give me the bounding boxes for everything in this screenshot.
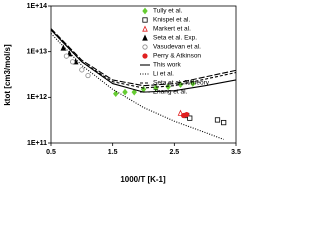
legend-marker (142, 34, 148, 41)
legend-label: Zhang et al. (153, 89, 188, 96)
data-point (214, 117, 221, 123)
legend-marker (142, 25, 148, 32)
legend-label: Vasudevan et al. (153, 44, 201, 51)
series-line (50, 33, 224, 140)
legend-label: Li et al. (153, 71, 174, 78)
data-point (113, 90, 119, 98)
y-tick-label: 1E+14 (27, 3, 48, 10)
plot-frame (50, 5, 237, 144)
x-tick-label: 2.5 (169, 149, 179, 156)
x-tick-label: 1.5 (108, 149, 118, 156)
legend-label: Markert et al. (153, 26, 191, 33)
legend-label: Tully et al. (153, 8, 183, 15)
data-point (184, 111, 190, 118)
series-line (50, 28, 237, 87)
legend-marker (142, 17, 148, 23)
data-point (187, 115, 193, 121)
legend-label: Seta et al. Exp. (153, 35, 197, 42)
data-point (69, 59, 76, 65)
y-tick-label: 1E+12 (27, 94, 48, 101)
legend-marker (142, 44, 148, 50)
data-point (221, 119, 227, 126)
legend-marker (142, 7, 148, 15)
legend-label: This work (153, 62, 182, 69)
legend-label: Seta et al. fit/theory (153, 80, 210, 87)
y-tick-label: 1E+13 (27, 49, 48, 56)
chart: 1000/T [K-1] ktot [cm3/mol/s] 0.5 1.5 2.5 3… (3, 3, 241, 184)
legend-marker (142, 53, 148, 59)
y-tick-label: 1E+11 (27, 140, 47, 147)
data-point (63, 53, 70, 59)
data-point (79, 67, 85, 73)
series-line (50, 29, 237, 89)
x-axis-label: 1000/T [K-1] (120, 175, 166, 184)
data-point (85, 72, 91, 79)
x-tick-label: 0.5 (46, 149, 56, 156)
y-axis-label: ktot [cm3/mol/s] (3, 44, 12, 106)
data-point (122, 88, 128, 96)
data-point (60, 44, 67, 51)
legend-label: Knispel et al. (153, 17, 190, 24)
legend-label: Perry & Atkinson (153, 53, 201, 60)
data-point (131, 88, 137, 96)
x-tick-label: 3.5 (231, 149, 241, 156)
